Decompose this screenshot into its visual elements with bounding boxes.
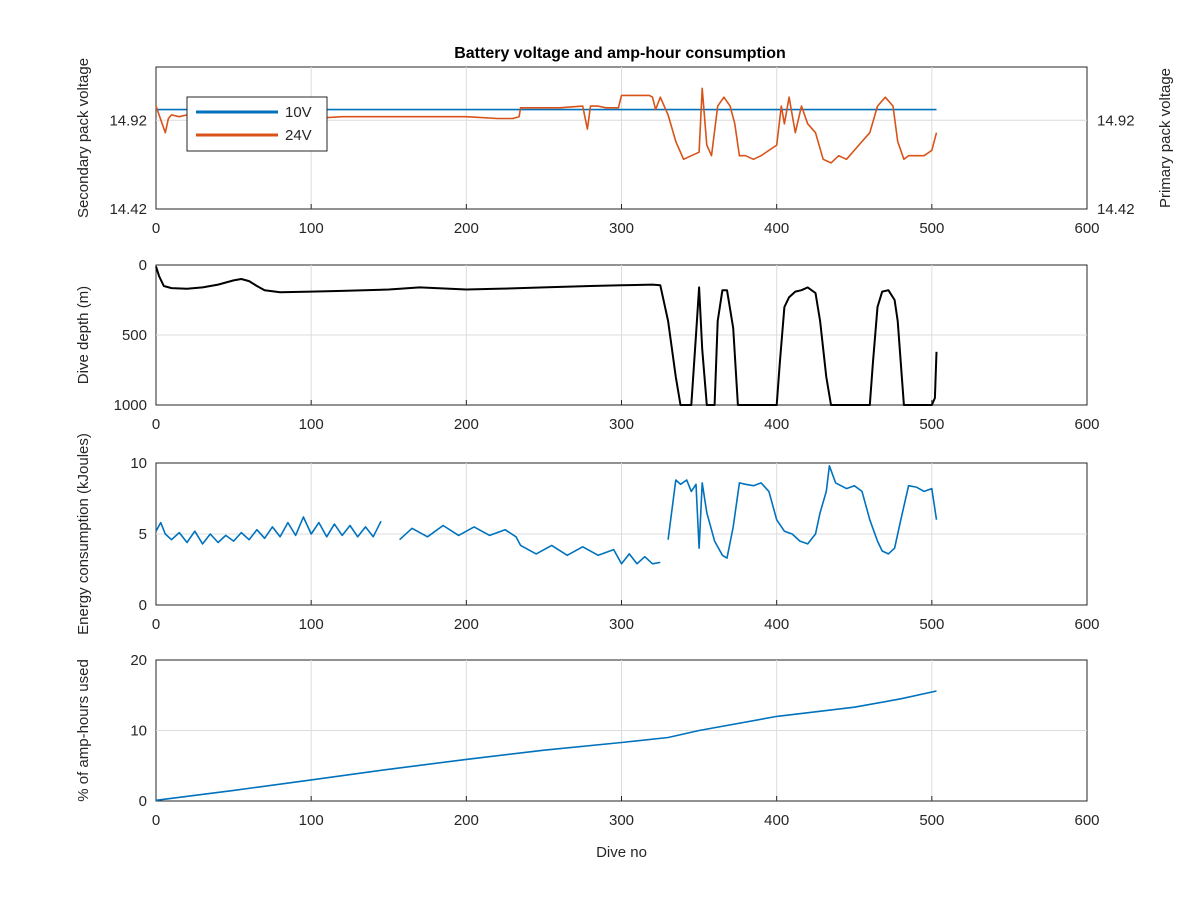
legend-box <box>186 96 328 152</box>
y-axis-title: % of amp-hours used <box>75 659 92 802</box>
x-tick-label: 400 <box>764 416 789 433</box>
series-line-1 <box>155 516 382 545</box>
y-tick-label: 1000 <box>114 397 147 414</box>
chart-title: Battery voltage and amp-hour consumption <box>454 45 786 62</box>
subplot-2: 0 100 200 300 400 500 600 0 500 1000 Dive depth (m… <box>75 257 1100 433</box>
x-tick-label: 0 <box>152 220 160 237</box>
x-tick-label: 200 <box>454 416 479 433</box>
x-tick-label: 200 <box>454 220 479 237</box>
subplot-3: 0 100 200 300 400 500 600 0 5 10 Energy consumptio… <box>75 433 1100 635</box>
series-line-2 <box>399 524 661 565</box>
subplots-container: 0 100 200 300 400 500 60014.4214.9214.4214.92S… <box>75 58 1174 861</box>
series-line-1 <box>155 266 938 406</box>
x-tick-label: 500 <box>919 220 944 237</box>
x-tick-label: 200 <box>454 812 479 829</box>
x-tick-label: 300 <box>609 616 634 633</box>
x-tick-label: 100 <box>299 616 324 633</box>
x-tick-label: 100 <box>299 220 324 237</box>
subplot-1: 0 100 200 300 400 500 600 14.42 14.92 14.42 14.92 S… <box>75 58 1174 237</box>
series-line-1 <box>155 690 937 802</box>
subplot-4: 0 100 200 300 400 500 600 0 10 20 % of amp-hours u… <box>75 652 1100 861</box>
y-right-tick-label: 14.42 <box>1097 201 1135 218</box>
x-tick-label: 500 <box>919 812 944 829</box>
x-tick-label: 100 <box>299 416 324 433</box>
y-tick-label: 14.42 <box>109 201 147 218</box>
y-tick-label: 0 <box>139 257 147 274</box>
y-tick-label: 14.92 <box>109 112 147 129</box>
x-tick-label: 400 <box>764 616 789 633</box>
x-tick-label: 600 <box>1074 220 1099 237</box>
x-tick-label: 200 <box>454 616 479 633</box>
x-tick-label: 300 <box>609 416 634 433</box>
x-tick-label: 300 <box>609 812 634 829</box>
x-tick-label: 100 <box>299 812 324 829</box>
legend-label: 10V <box>285 104 312 121</box>
y-tick-label: 5 <box>139 526 147 543</box>
x-tick-label: 500 <box>919 616 944 633</box>
y-tick-label: 0 <box>139 793 147 810</box>
series-line-3 <box>667 464 938 559</box>
x-tick-label: 600 <box>1074 616 1099 633</box>
y-axis-title: Dive depth (m) <box>75 286 92 384</box>
y-tick-label: 10 <box>130 455 147 472</box>
x-tick-label: 300 <box>609 220 634 237</box>
y-tick-label: 0 <box>139 597 147 614</box>
y-tick-label: 20 <box>130 652 147 669</box>
x-axis-title: Dive no <box>596 844 647 861</box>
x-tick-label: 500 <box>919 416 944 433</box>
x-tick-label: 400 <box>764 220 789 237</box>
y-axis-title: Secondary pack voltage <box>75 58 92 218</box>
x-tick-label: 600 <box>1074 416 1099 433</box>
y-tick-label: 10 <box>130 723 147 740</box>
legend-label: 24V <box>285 127 312 144</box>
y-right-tick-label: 14.92 <box>1097 112 1135 129</box>
y-axis-title: Energy consumption (kJoules) <box>75 433 92 635</box>
x-tick-label: 0 <box>152 812 160 829</box>
y-right-axis-title: Primary pack voltage <box>1157 68 1174 208</box>
x-tick-label: 0 <box>152 416 160 433</box>
x-tick-label: 600 <box>1074 812 1099 829</box>
y-tick-label: 500 <box>122 327 147 344</box>
x-tick-label: 400 <box>764 812 789 829</box>
x-tick-label: 0 <box>152 616 160 633</box>
